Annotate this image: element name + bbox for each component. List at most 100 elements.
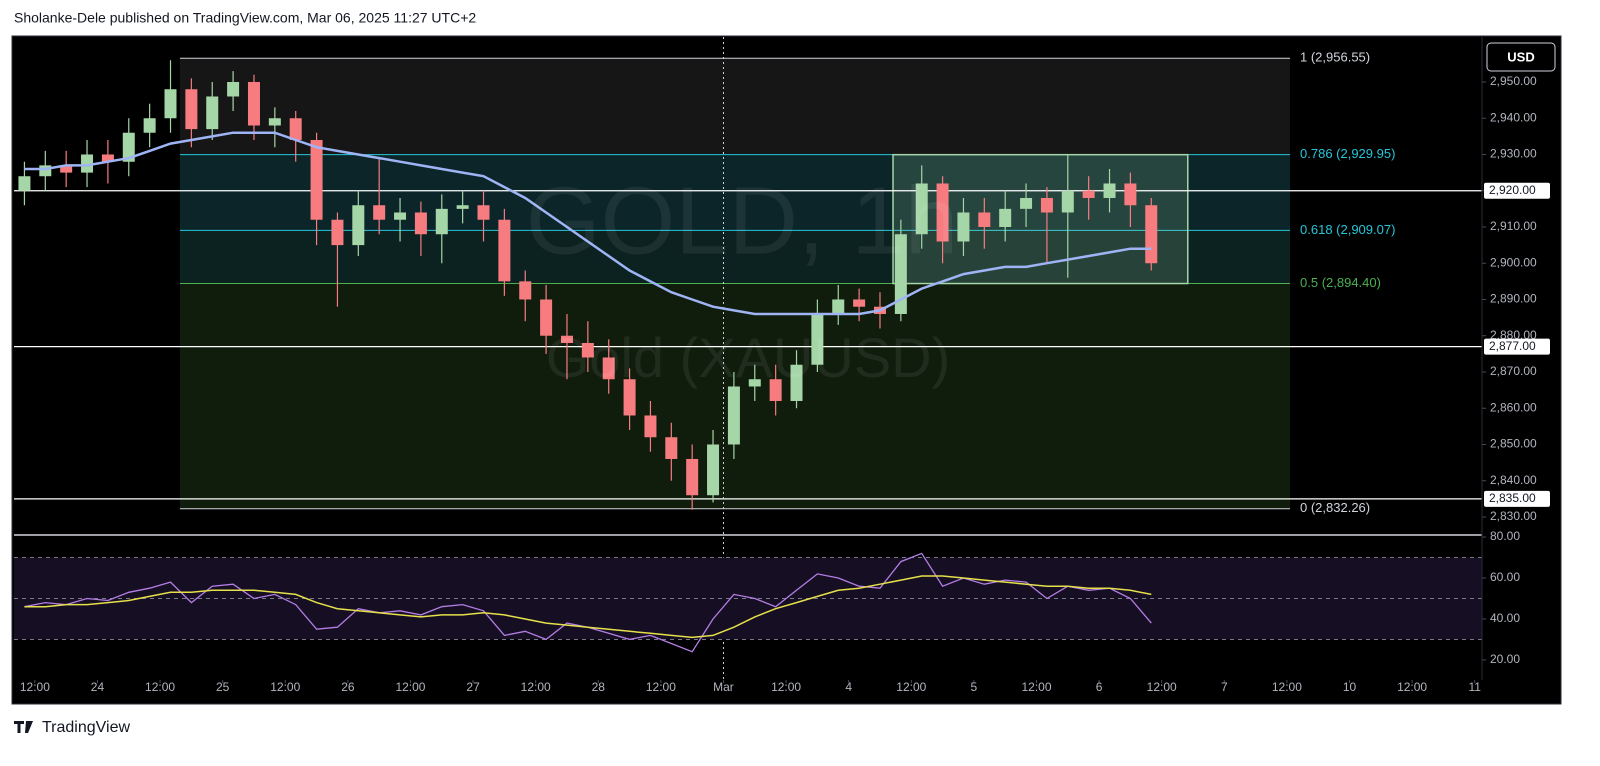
candle-body <box>957 212 970 242</box>
candle-body <box>394 212 407 220</box>
x-tick-label: 6 <box>1096 680 1103 694</box>
candle-body <box>498 219 511 282</box>
price-badge-label: 2,835.00 <box>1489 491 1536 505</box>
price-badge-label: 2,877.00 <box>1489 339 1536 353</box>
rsi-tick-label: 80.00 <box>1490 529 1520 543</box>
candle-body <box>352 205 365 246</box>
candle-body <box>1103 183 1116 198</box>
x-tick-label: 12:00 <box>771 680 801 694</box>
x-tick-label: 25 <box>216 680 230 694</box>
x-tick-label: 12:00 <box>270 680 300 694</box>
candle-body <box>247 81 260 126</box>
candle-body <box>769 379 782 401</box>
candle-body <box>1040 197 1053 213</box>
y-tick-label: 2,950.00 <box>1490 74 1537 88</box>
fib-label: 0.5 (2,894.40) <box>1300 275 1381 290</box>
rsi-tick-label: 60.00 <box>1490 570 1520 584</box>
brand-name: TradingView <box>42 719 130 736</box>
candle-body <box>60 165 73 173</box>
y-tick-label: 2,830.00 <box>1490 509 1537 523</box>
x-tick-label: 27 <box>466 680 480 694</box>
x-tick-label: 12:00 <box>1021 680 1051 694</box>
candle-body <box>623 379 636 416</box>
candle-body <box>101 154 114 162</box>
candle-body <box>227 81 240 97</box>
rsi-ma-line <box>24 575 1152 639</box>
publish-header: Sholanke-Dele published on TradingView.c… <box>14 10 476 26</box>
rsi-tick-label: 20.00 <box>1490 652 1520 666</box>
rsi-tick-label: 40.00 <box>1490 611 1520 625</box>
candle-body <box>268 118 281 126</box>
currency-button[interactable] <box>1486 42 1556 72</box>
candle-body <box>1061 190 1074 213</box>
candle-body <box>39 165 52 177</box>
x-tick-label: 4 <box>845 680 852 694</box>
candle-body <box>310 139 323 220</box>
x-tick-label: 7 <box>1221 680 1228 694</box>
candle-body <box>81 154 94 173</box>
candle-body <box>853 299 866 307</box>
candle-body <box>1145 205 1158 264</box>
fib-label: 0 (2,832.26) <box>1300 500 1370 515</box>
candle-body <box>519 281 532 300</box>
x-tick-label: 5 <box>971 680 978 694</box>
candle-body <box>686 458 699 496</box>
fib-label: 0.786 (2,929.95) <box>1300 146 1395 161</box>
price-badge <box>1484 182 1550 199</box>
price-badge <box>1484 338 1550 355</box>
candle-body <box>832 299 845 314</box>
y-tick-label: 2,860.00 <box>1490 400 1537 414</box>
brand-logo <box>14 721 33 733</box>
y-tick-label: 2,870.00 <box>1490 364 1537 378</box>
y-tick-label: 2,910.00 <box>1490 219 1537 233</box>
candle-body <box>143 118 156 133</box>
candle-body <box>206 96 219 130</box>
candle-body <box>435 208 448 235</box>
candle-body <box>978 212 991 227</box>
x-tick-label: 10 <box>1343 680 1357 694</box>
x-tick-label: 12:00 <box>646 680 676 694</box>
x-tick-label: 12:00 <box>1397 680 1427 694</box>
candle-body <box>540 299 553 336</box>
fib-label: 1 (2,956.55) <box>1300 50 1370 65</box>
rsi-band <box>14 557 1482 640</box>
candle-body <box>1082 190 1095 198</box>
x-tick-label: 28 <box>592 680 606 694</box>
candle-body <box>811 313 824 365</box>
candle-body <box>122 132 135 162</box>
watermark-symbol: GOLD, 1h <box>526 167 958 274</box>
x-tick-label: 12:00 <box>1272 680 1302 694</box>
candle-body <box>999 208 1012 227</box>
y-tick-label: 2,930.00 <box>1490 147 1537 161</box>
candle-body <box>185 89 198 130</box>
y-tick-label: 2,850.00 <box>1490 437 1537 451</box>
candle-body <box>894 234 907 314</box>
x-tick-label: 24 <box>91 680 105 694</box>
candle-body <box>936 183 949 242</box>
candle-body <box>414 212 427 235</box>
candle-body <box>748 379 761 387</box>
candle-body <box>289 118 302 140</box>
x-tick-label: 26 <box>341 680 355 694</box>
candle-body <box>707 444 720 496</box>
price-badge <box>1484 490 1550 507</box>
y-tick-label: 2,940.00 <box>1490 110 1537 124</box>
y-tick-label: 2,840.00 <box>1490 473 1537 487</box>
y-tick-label: 2,890.00 <box>1490 292 1537 306</box>
candle-body <box>727 386 740 445</box>
fib-label: 0.618 (2,909.07) <box>1300 222 1395 237</box>
candle-body <box>164 89 177 119</box>
y-tick-label: 2,900.00 <box>1490 255 1537 269</box>
candle-body <box>665 437 678 459</box>
candle-body <box>915 183 928 235</box>
x-tick-label: 12:00 <box>145 680 175 694</box>
candle-body <box>602 357 615 380</box>
x-tick-label: 12:00 <box>395 680 425 694</box>
x-tick-label: 12:00 <box>521 680 551 694</box>
plot-area: 1 (2,956.55) 0.786 (2,929.95) 0.618 (2,909… <box>14 37 1550 694</box>
watermark-name: Gold (XAUUSD) <box>546 326 951 389</box>
x-tick-label: Mar <box>713 680 734 694</box>
x-tick-label: 12:00 <box>20 680 50 694</box>
